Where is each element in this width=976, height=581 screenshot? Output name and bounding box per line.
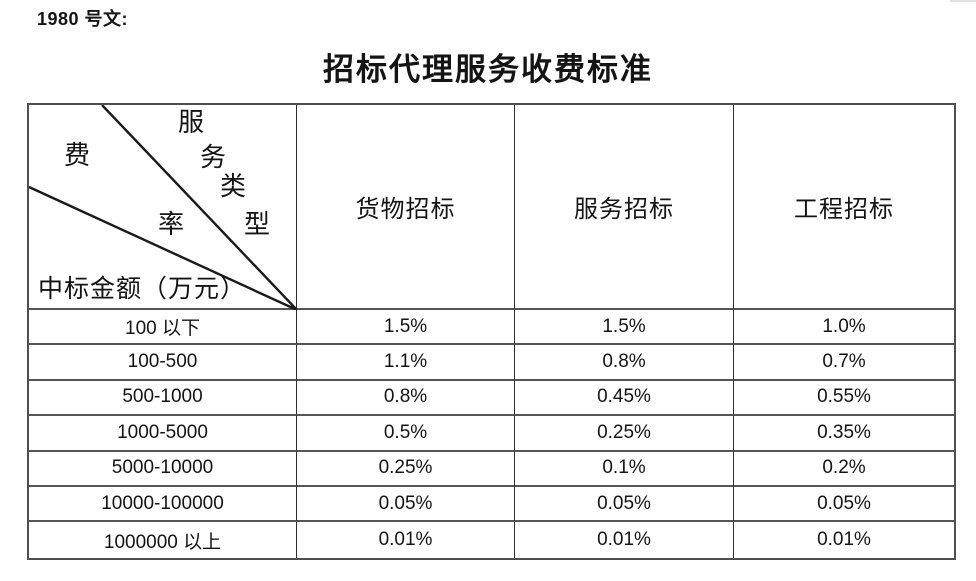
amount-range-cell: 1000000 以上 <box>29 522 297 558</box>
works-rate-cell: 0.35% <box>734 416 954 452</box>
amount-range-cell: 10000-100000 <box>29 486 297 523</box>
column-header-goods: 货物招标 <box>297 105 515 310</box>
works-rate-cell: 0.2% <box>734 451 954 487</box>
goods-rate-cell: 0.5% <box>297 416 515 452</box>
page-title: 招标代理服务收费标准 <box>323 52 653 87</box>
goods-rate-cell: 0.05% <box>297 486 515 523</box>
services-rate-cell: 0.01% <box>515 522 734 558</box>
column-header-works: 工程招标 <box>734 105 954 310</box>
corner-type-char: 型 <box>244 210 271 239</box>
services-rate-cell: 1.5% <box>515 310 734 346</box>
corner-fee-char: 费 <box>64 141 91 170</box>
column-header-services: 服务招标 <box>515 105 734 310</box>
services-rate-cell: 0.8% <box>515 345 734 381</box>
services-rate-cell: 0.1% <box>515 451 734 487</box>
works-rate-cell: 0.01% <box>734 522 954 558</box>
corner-type-char: 类 <box>220 172 247 201</box>
amount-range-cell: 100-500 <box>29 345 297 381</box>
goods-rate-cell: 1.5% <box>297 310 515 346</box>
doc-number-label: 1980 号文: <box>37 9 129 29</box>
works-rate-cell: 0.7% <box>734 345 954 381</box>
amount-range-cell: 1000-5000 <box>29 416 297 452</box>
services-rate-cell: 0.45% <box>515 380 734 417</box>
works-rate-cell: 0.05% <box>734 486 954 523</box>
amount-axis-label: 中标金额（万元） <box>38 276 247 303</box>
goods-rate-cell: 1.1% <box>297 345 515 381</box>
amount-range-cell: 500-1000 <box>29 380 297 417</box>
corner-header-cell: 服 务 类 型 费 率 中标金额（万元） <box>29 105 297 310</box>
services-rate-cell: 0.05% <box>515 486 734 523</box>
works-rate-cell: 1.0% <box>734 310 954 346</box>
goods-rate-cell: 0.01% <box>297 522 515 558</box>
services-rate-cell: 0.25% <box>515 416 734 452</box>
goods-rate-cell: 0.25% <box>297 451 515 487</box>
amount-range-cell: 100 以下 <box>29 310 297 346</box>
amount-range-cell: 5000-10000 <box>29 451 297 487</box>
corner-type-char: 务 <box>200 143 227 172</box>
goods-rate-cell: 0.8% <box>297 380 515 417</box>
diagonal-divider-lines <box>29 105 297 310</box>
works-rate-cell: 0.55% <box>734 380 954 417</box>
corner-fee-char: 率 <box>158 210 185 239</box>
page-edge-artifact <box>950 0 976 2</box>
corner-type-char: 服 <box>178 108 205 137</box>
fee-standard-table: 服 务 类 型 费 率 中标金额（万元） 货物招标 服务招标 工程招标 100 … <box>27 103 956 560</box>
